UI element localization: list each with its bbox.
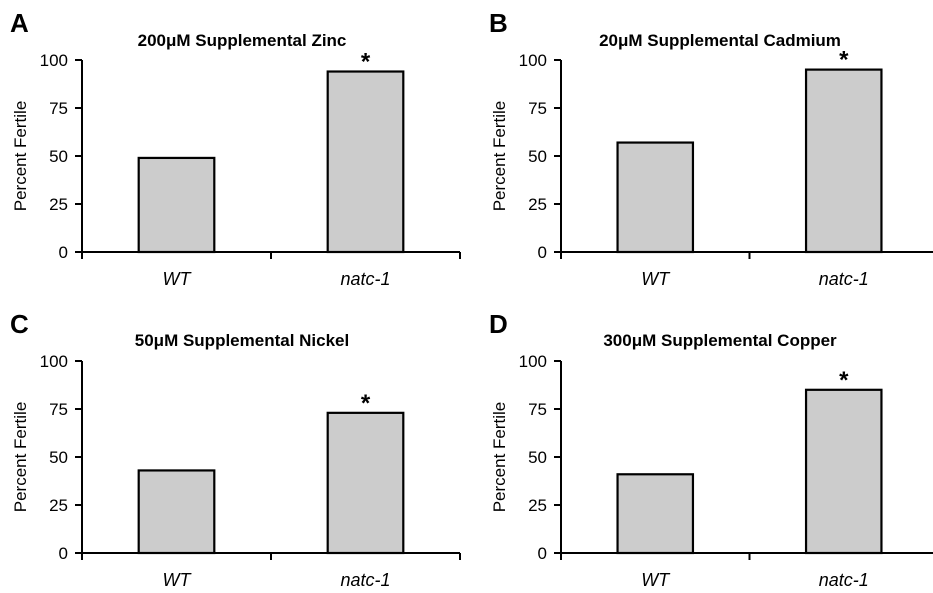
chart-title: 20μM Supplemental Cadmium [599, 31, 841, 50]
y-tick-label: 75 [528, 400, 547, 419]
x-category-label: natc-1 [340, 570, 390, 590]
chart-panel-d: D 300μM Supplemental Copper Percent Fertil… [489, 309, 933, 590]
x-category-label: natc-1 [340, 269, 390, 289]
x-category-label: WT [641, 269, 671, 289]
bar-natc-1 [804, 68, 883, 254]
y-tick-label: 25 [528, 496, 547, 515]
chart-panel-c: C 50μM Supplemental Nickel Percent Fertile… [10, 309, 461, 590]
y-tick-label: 50 [49, 448, 68, 467]
significance-star: * [839, 367, 849, 394]
y-tick-label: 100 [519, 51, 547, 70]
significance-star: * [839, 47, 849, 74]
y-tick-label: 100 [519, 352, 547, 371]
x-category-label: WT [163, 269, 193, 289]
x-category-label: natc-1 [819, 570, 869, 590]
y-tick-label: 0 [59, 243, 68, 262]
chart-title: 50μM Supplemental Nickel [135, 331, 349, 350]
panel-letter: B [489, 8, 508, 38]
y-tick-label: 25 [49, 195, 68, 214]
y-tick-label: 100 [40, 51, 68, 70]
bar-wt [616, 473, 695, 555]
bar-natc-1 [326, 70, 405, 254]
chart-panel-b: B 20μM Supplemental Cadmium Percent Fertil… [489, 8, 933, 289]
y-tick-label: 75 [49, 99, 68, 118]
significance-star: * [361, 49, 371, 76]
y-axis-label: Percent Fertile [11, 101, 30, 212]
y-tick-label: 25 [49, 496, 68, 515]
panel-letter: A [10, 8, 29, 38]
bar-wt [137, 469, 216, 555]
y-tick-label: 0 [538, 544, 547, 563]
y-tick-label: 0 [538, 243, 547, 262]
y-tick-label: 75 [528, 99, 547, 118]
x-category-label: WT [641, 570, 671, 590]
y-tick-label: 25 [528, 195, 547, 214]
y-tick-label: 0 [59, 544, 68, 563]
bar-wt [616, 141, 695, 254]
y-axis-label: Percent Fertile [490, 101, 509, 212]
chart-panel-a: A 200μM Supplemental Zinc Percent Fertile 0… [10, 8, 461, 289]
y-tick-label: 75 [49, 400, 68, 419]
bar-wt [137, 156, 216, 254]
chart-title: 200μM Supplemental Zinc [138, 31, 347, 50]
panel-letter: C [10, 309, 29, 339]
y-axis-label: Percent Fertile [11, 402, 30, 513]
y-tick-label: 50 [528, 147, 547, 166]
y-axis-label: Percent Fertile [490, 402, 509, 513]
significance-star: * [361, 390, 371, 417]
x-category-label: natc-1 [819, 269, 869, 289]
y-tick-label: 50 [528, 448, 547, 467]
bar-natc-1 [326, 411, 405, 555]
y-tick-label: 100 [40, 352, 68, 371]
chart-title: 300μM Supplemental Copper [603, 331, 837, 350]
bar-natc-1 [804, 388, 883, 555]
y-tick-label: 50 [49, 147, 68, 166]
x-category-label: WT [163, 570, 193, 590]
panel-letter: D [489, 309, 508, 339]
